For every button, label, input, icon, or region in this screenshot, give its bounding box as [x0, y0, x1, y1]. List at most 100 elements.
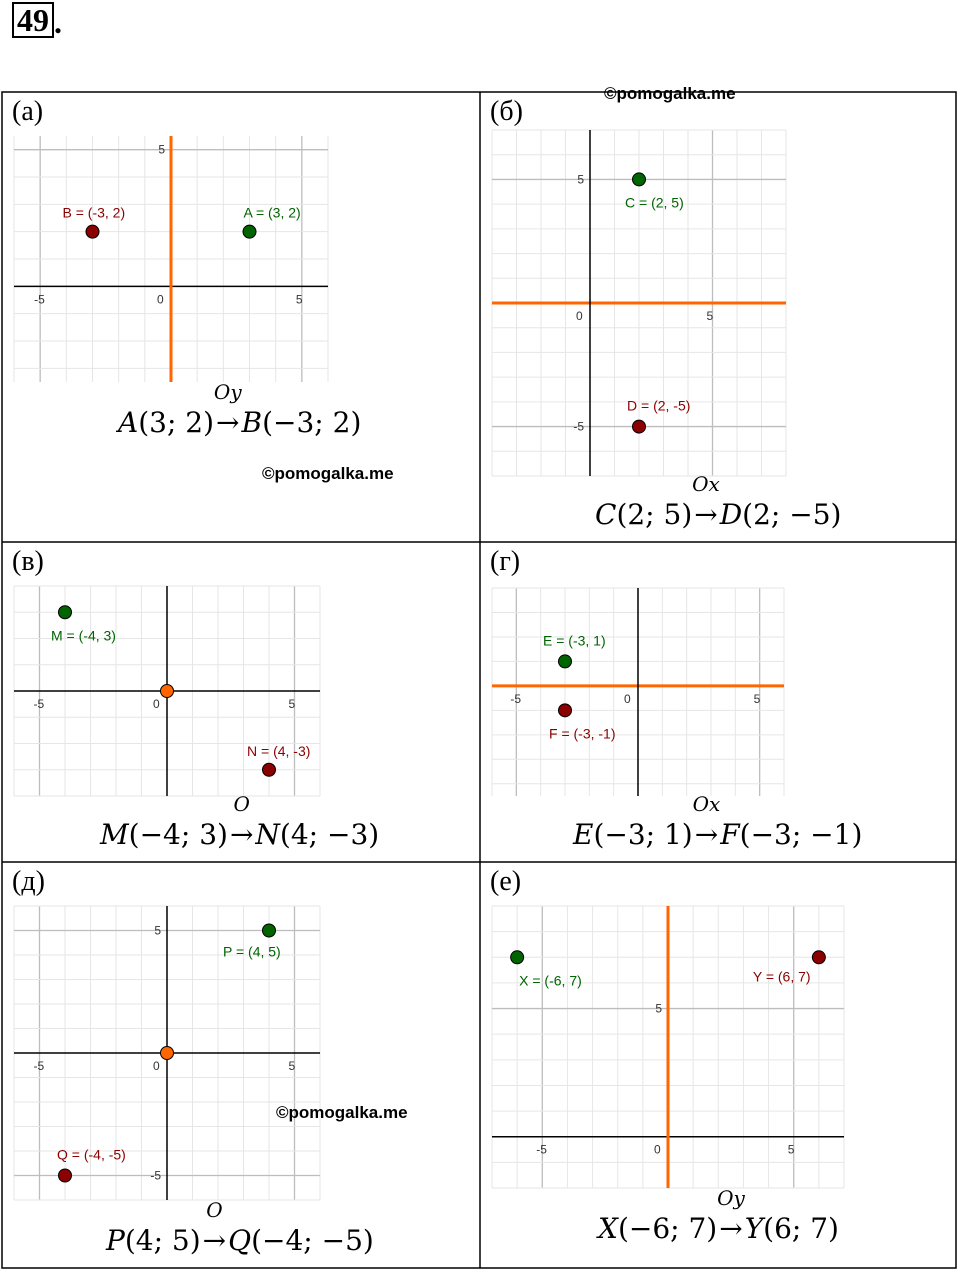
formula-a: A (3; 2) Oy → B (−3; 2) [118, 380, 362, 439]
tick-label-x: 5 [289, 1059, 296, 1073]
plot-b: 0 5 5 -5 C = (2, 5) D = (2, -5) [491, 129, 787, 477]
arrow-icon: → [719, 1212, 743, 1245]
point-label-Y: Y = (6, 7) [753, 968, 811, 984]
formula-to-coords: (−3; −1) [739, 818, 863, 851]
tick-label-origin: 0 [654, 1143, 661, 1157]
plot-e: 0 -5 5 5 X = (-6, 7) Y = (6, 7) [491, 905, 845, 1189]
formula-arrow: Ox → [693, 792, 721, 851]
point-label-P: P = (4, 5) [223, 944, 281, 960]
formula-to-coords: (−4; −5) [251, 1224, 374, 1257]
table-border [1, 91, 957, 1269]
formula-from-coords: (−3; 1) [593, 818, 693, 851]
formula-operator: O [233, 792, 250, 816]
tick-label-x: 5 [754, 692, 761, 706]
arrow-icon: → [694, 498, 718, 531]
plot-v: 0 -5 5 M = (-4, 3) N = (4, -3) [13, 585, 321, 797]
point-C [632, 172, 646, 187]
point-B [85, 224, 100, 239]
formula-from-coords: (2; 5) [616, 498, 693, 531]
panel-label-b: (б) [490, 96, 523, 127]
point-Q [58, 1168, 72, 1183]
plot-g: 0 -5 5 E = (-3, 1) F = (-3, -1) [491, 587, 785, 796]
formula-v: M (−4; 3) O → N (4; −3) [100, 792, 380, 851]
tick-label-y: 5 [154, 924, 161, 938]
formula-e: X (−6; 7) Oy → Y (6; 7) [598, 1186, 839, 1245]
formula-from-name: M [100, 818, 129, 851]
tick-label-x: 5 [788, 1143, 795, 1157]
tick-label-x: 5 [296, 292, 303, 306]
arrow-icon: → [694, 818, 719, 851]
point-label-M: M = (-4, 3) [51, 627, 116, 643]
point-label-D: D = (2, -5) [627, 398, 690, 414]
watermark-panel-a: ©pomogalka.me [262, 464, 394, 483]
formula-operator: Ox [692, 472, 720, 496]
point-F [558, 703, 572, 718]
point-E [558, 654, 572, 669]
point-D [632, 419, 646, 434]
tick-label-x: -5 [34, 1059, 45, 1073]
point-label-C: C = (2, 5) [625, 194, 684, 210]
formula-b: C (2; 5) Ox → D (2; −5) [595, 472, 842, 531]
point-label-N: N = (4, -3) [247, 743, 310, 759]
formula-operator: Oy [213, 380, 242, 404]
formula-to-coords: (2; −5) [742, 498, 842, 531]
formula-from-coords: (−6; 7) [617, 1212, 718, 1245]
formula-from-coords: (−4; 3) [128, 818, 228, 851]
formula-to-name: Y [744, 1212, 764, 1245]
arrow-icon: → [229, 818, 254, 851]
origin-point [160, 1046, 174, 1060]
formula-from-name: P [106, 1224, 125, 1257]
point-M [58, 605, 72, 620]
formula-to-name: Q [228, 1224, 252, 1257]
panel-label-v: (в) [12, 546, 44, 577]
table-frame [1, 91, 957, 1269]
origin-point [160, 684, 174, 698]
tick-label-y: -5 [150, 1169, 161, 1183]
formula-operator: O [206, 1198, 223, 1222]
formula-from-name: X [598, 1212, 618, 1245]
tick-label-y: 5 [158, 143, 165, 157]
formula-operator: Oy [717, 1186, 745, 1210]
point-A [242, 224, 257, 239]
point-label-X: X = (-6, 7) [519, 972, 582, 988]
point-P [262, 923, 276, 938]
point-N [262, 762, 276, 777]
panel-label-a: (а) [12, 96, 44, 127]
formula-g: E (−3; 1) Ox → F (−3; −1) [573, 792, 863, 851]
formula-d: P (4; 5) O → Q (−4; −5) [106, 1198, 374, 1257]
formula-from-coords: (3; 2) [138, 406, 215, 439]
point-label-B: B = (-3, 2) [63, 205, 126, 221]
tick-label-origin: 0 [576, 309, 583, 323]
tick-label-x: -5 [536, 1143, 547, 1157]
tick-label-x: -5 [510, 692, 521, 706]
formula-from-coords: (4; 5) [124, 1224, 201, 1257]
panel-label-e: (е) [490, 866, 522, 897]
plot-d: 0 -5 5 5 -5 P = (4, 5) Q = (-4, -5) [13, 905, 321, 1201]
formula-arrow: O → [203, 1198, 226, 1257]
formula-to-name: N [255, 818, 280, 851]
formula-to-name: F [720, 818, 740, 851]
tick-label-origin: 0 [153, 697, 160, 711]
panel-label-g: (г) [490, 546, 521, 577]
panel-label-d: (д) [12, 866, 45, 897]
formula-from-name: A [118, 406, 139, 439]
tick-label-x: 5 [289, 697, 296, 711]
formula-operator: Ox [692, 792, 721, 816]
problem-number: 49. [12, 2, 62, 40]
formula-arrow: Oy → [214, 380, 242, 439]
formula-to-coords: (6; 7) [763, 1212, 839, 1245]
point-X [510, 950, 525, 965]
formula-arrow: O → [229, 792, 254, 851]
formula-to-coords: (4; −3) [279, 818, 380, 851]
formula-to-coords: (−3; 2) [262, 406, 362, 439]
point-label-Q: Q = (-4, -5) [57, 1147, 126, 1163]
watermark-panel-d: ©pomogalka.me [276, 1103, 408, 1122]
tick-label-origin: 0 [153, 1059, 160, 1073]
tick-label-origin: 0 [624, 692, 631, 706]
tick-label-x: -5 [34, 292, 45, 306]
problem-number-suffix: . [54, 4, 62, 40]
formula-arrow: Oy → [717, 1186, 745, 1245]
point-label-E: E = (-3, 1) [543, 632, 606, 648]
plot-a: 0 -5 5 5 A = (3, 2) B = (-3, 2) [13, 136, 329, 382]
